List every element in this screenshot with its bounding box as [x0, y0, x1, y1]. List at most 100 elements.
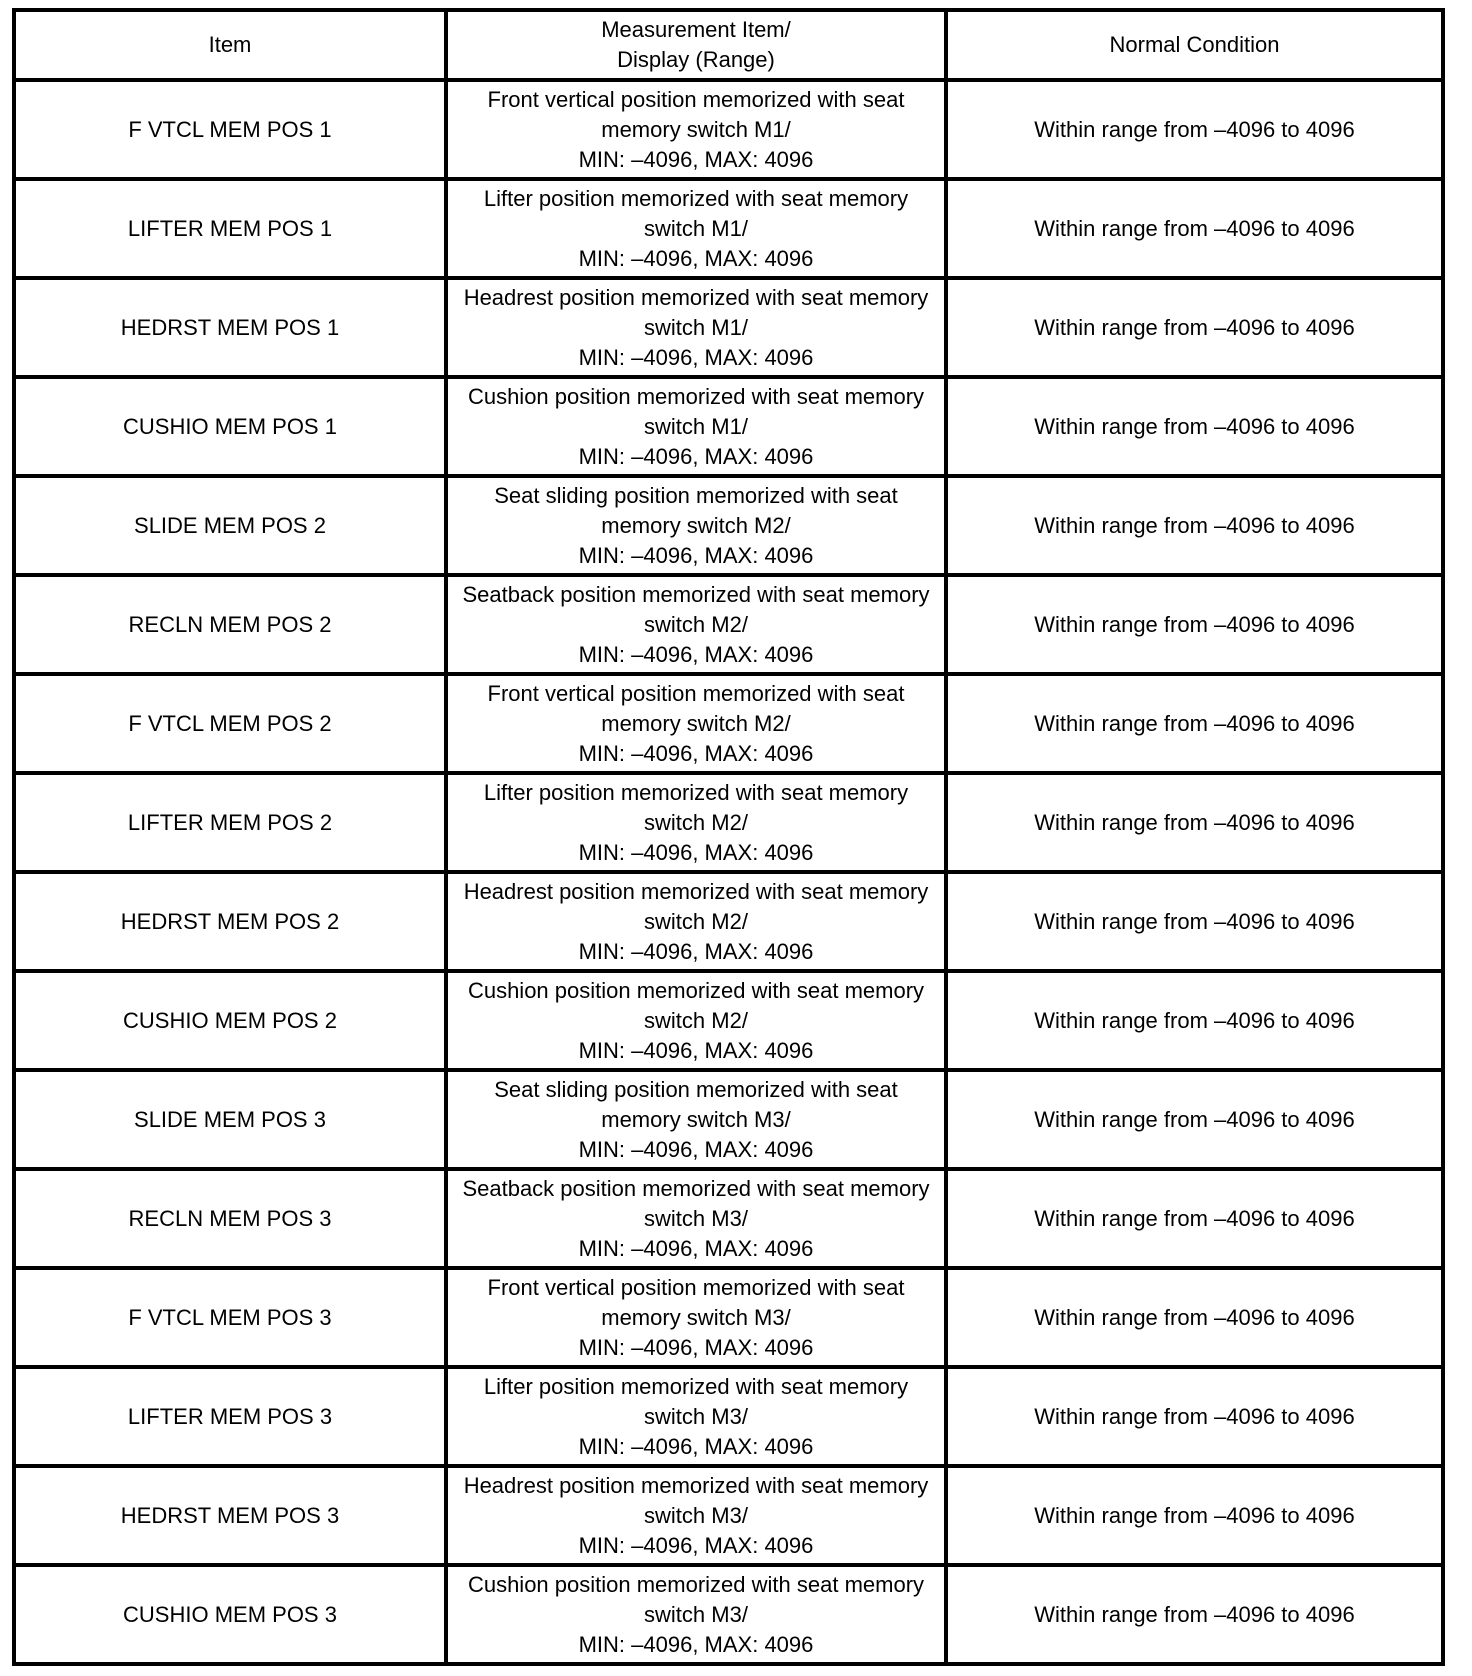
measurement-line-3: MIN: –4096, MAX: 4096 [578, 344, 814, 370]
table-row: F VTCL MEM POS 3 Front vertical position… [12, 1266, 1445, 1369]
table-header: Item Measurement Item/ Display (Range) N… [12, 8, 1445, 82]
item-label: RECLN MEM POS 3 [128, 1205, 332, 1231]
table-row: SLIDE MEM POS 3 Seat sliding position me… [12, 1068, 1445, 1171]
measurement-line-1: Lifter position memorized with seat memo… [483, 185, 909, 211]
item-label: CUSHIO MEM POS 3 [123, 1601, 337, 1627]
measurement-cell: Cushion position memorized with seat mem… [444, 1563, 948, 1666]
measurement-line-1: Seatback position memorized with seat me… [462, 1175, 930, 1201]
measurement-cell: Lifter position memorized with seat memo… [444, 177, 948, 280]
measurement-cell: Seatback position memorized with seat me… [444, 573, 948, 676]
measurement-line-3: MIN: –4096, MAX: 4096 [578, 1136, 814, 1162]
measurement-line-2: memory switch M2/ [601, 512, 791, 538]
condition-cell: Within range from –4096 to 4096 [944, 177, 1445, 280]
header-row: Item Measurement Item/ Display (Range) N… [12, 8, 1445, 82]
measurement-cell: Headrest position memorized with seat me… [444, 1464, 948, 1567]
item-label: SLIDE MEM POS 3 [134, 1106, 326, 1132]
measurement-line-3: MIN: –4096, MAX: 4096 [578, 1334, 814, 1360]
condition-cell: Within range from –4096 to 4096 [944, 1563, 1445, 1666]
condition-label: Within range from –4096 to 4096 [1034, 215, 1355, 241]
measurement-line-2: switch M3/ [644, 1502, 748, 1528]
measurement-line-3: MIN: –4096, MAX: 4096 [578, 1433, 814, 1459]
condition-label: Within range from –4096 to 4096 [1034, 1403, 1355, 1429]
condition-label: Within range from –4096 to 4096 [1034, 809, 1355, 835]
measurement-line-2: switch M2/ [644, 908, 748, 934]
measurement-line-1: Cushion position memorized with seat mem… [467, 383, 925, 409]
header-item: Item [12, 8, 448, 82]
measurement-line-3: MIN: –4096, MAX: 4096 [578, 542, 814, 568]
item-label: CUSHIO MEM POS 2 [123, 1007, 337, 1033]
measurement-line-2: switch M2/ [644, 1007, 748, 1033]
condition-cell: Within range from –4096 to 4096 [944, 1167, 1445, 1270]
condition-label: Within range from –4096 to 4096 [1034, 116, 1355, 142]
measurement-line-2: switch M3/ [644, 1403, 748, 1429]
item-label: F VTCL MEM POS 1 [128, 116, 332, 142]
condition-cell: Within range from –4096 to 4096 [944, 1464, 1445, 1567]
header-measurement-label-line2: Display (Range) [617, 47, 775, 72]
item-cell: HEDRST MEM POS 3 [12, 1464, 448, 1567]
item-cell: LIFTER MEM POS 3 [12, 1365, 448, 1468]
condition-cell: Within range from –4096 to 4096 [944, 276, 1445, 379]
condition-label: Within range from –4096 to 4096 [1034, 908, 1355, 934]
item-label: HEDRST MEM POS 1 [120, 314, 340, 340]
measurement-line-1: Headrest position memorized with seat me… [463, 1472, 929, 1498]
item-cell: SLIDE MEM POS 3 [12, 1068, 448, 1171]
measurement-line-3: MIN: –4096, MAX: 4096 [578, 146, 814, 172]
measurement-line-3: MIN: –4096, MAX: 4096 [578, 641, 814, 667]
item-cell: LIFTER MEM POS 1 [12, 177, 448, 280]
measurement-cell: Cushion position memorized with seat mem… [444, 375, 948, 478]
table-row: CUSHIO MEM POS 2 Cushion position memori… [12, 969, 1445, 1072]
item-label: LIFTER MEM POS 3 [127, 1403, 333, 1429]
measurement-line-1: Lifter position memorized with seat memo… [483, 779, 909, 805]
table-row: LIFTER MEM POS 3 Lifter position memoriz… [12, 1365, 1445, 1468]
measurement-line-2: switch M1/ [644, 314, 748, 340]
item-label: F VTCL MEM POS 2 [128, 710, 332, 736]
condition-cell: Within range from –4096 to 4096 [944, 1068, 1445, 1171]
item-label: LIFTER MEM POS 2 [127, 809, 333, 835]
item-label: F VTCL MEM POS 3 [128, 1304, 332, 1330]
header-item-label: Item [208, 32, 252, 57]
measurement-cell: Front vertical position memorized with s… [444, 1266, 948, 1369]
item-label: SLIDE MEM POS 2 [134, 512, 326, 538]
measurement-line-1: Cushion position memorized with seat mem… [467, 1571, 925, 1597]
measurement-cell: Headrest position memorized with seat me… [444, 870, 948, 973]
measurement-cell: Seat sliding position memorized with sea… [444, 474, 948, 577]
header-normal-condition-label: Normal Condition [1109, 32, 1280, 57]
measurement-cell: Front vertical position memorized with s… [444, 78, 948, 181]
condition-label: Within range from –4096 to 4096 [1034, 710, 1355, 736]
measurement-cell: Headrest position memorized with seat me… [444, 276, 948, 379]
condition-cell: Within range from –4096 to 4096 [944, 870, 1445, 973]
table-row: F VTCL MEM POS 2 Front vertical position… [12, 672, 1445, 775]
condition-cell: Within range from –4096 to 4096 [944, 1266, 1445, 1369]
measurement-line-1: Lifter position memorized with seat memo… [483, 1373, 909, 1399]
item-cell: F VTCL MEM POS 1 [12, 78, 448, 181]
condition-label: Within range from –4096 to 4096 [1034, 413, 1355, 439]
condition-cell: Within range from –4096 to 4096 [944, 672, 1445, 775]
measurement-line-2: switch M2/ [644, 611, 748, 637]
measurement-line-2: memory switch M3/ [601, 1106, 791, 1132]
table-row: CUSHIO MEM POS 1 Cushion position memori… [12, 375, 1445, 478]
measurement-table: Item Measurement Item/ Display (Range) N… [12, 8, 1445, 1666]
table-row: SLIDE MEM POS 2 Seat sliding position me… [12, 474, 1445, 577]
measurement-line-2: switch M3/ [644, 1601, 748, 1627]
measurement-line-3: MIN: –4096, MAX: 4096 [578, 1631, 814, 1657]
table-row: LIFTER MEM POS 2 Lifter position memoriz… [12, 771, 1445, 874]
condition-cell: Within range from –4096 to 4096 [944, 474, 1445, 577]
measurement-line-3: MIN: –4096, MAX: 4096 [578, 1532, 814, 1558]
measurement-line-3: MIN: –4096, MAX: 4096 [578, 740, 814, 766]
measurement-line-1: Headrest position memorized with seat me… [463, 878, 929, 904]
item-cell: F VTCL MEM POS 3 [12, 1266, 448, 1369]
measurement-line-1: Front vertical position memorized with s… [487, 680, 905, 706]
measurement-line-3: MIN: –4096, MAX: 4096 [578, 839, 814, 865]
condition-label: Within range from –4096 to 4096 [1034, 512, 1355, 538]
item-cell: HEDRST MEM POS 2 [12, 870, 448, 973]
item-cell: RECLN MEM POS 3 [12, 1167, 448, 1270]
measurement-cell: Cushion position memorized with seat mem… [444, 969, 948, 1072]
measurement-cell: Lifter position memorized with seat memo… [444, 1365, 948, 1468]
measurement-cell: Lifter position memorized with seat memo… [444, 771, 948, 874]
measurement-line-2: switch M1/ [644, 413, 748, 439]
item-cell: HEDRST MEM POS 1 [12, 276, 448, 379]
measurement-cell: Front vertical position memorized with s… [444, 672, 948, 775]
item-cell: CUSHIO MEM POS 3 [12, 1563, 448, 1666]
table-row: HEDRST MEM POS 2 Headrest position memor… [12, 870, 1445, 973]
measurement-line-3: MIN: –4096, MAX: 4096 [578, 938, 814, 964]
